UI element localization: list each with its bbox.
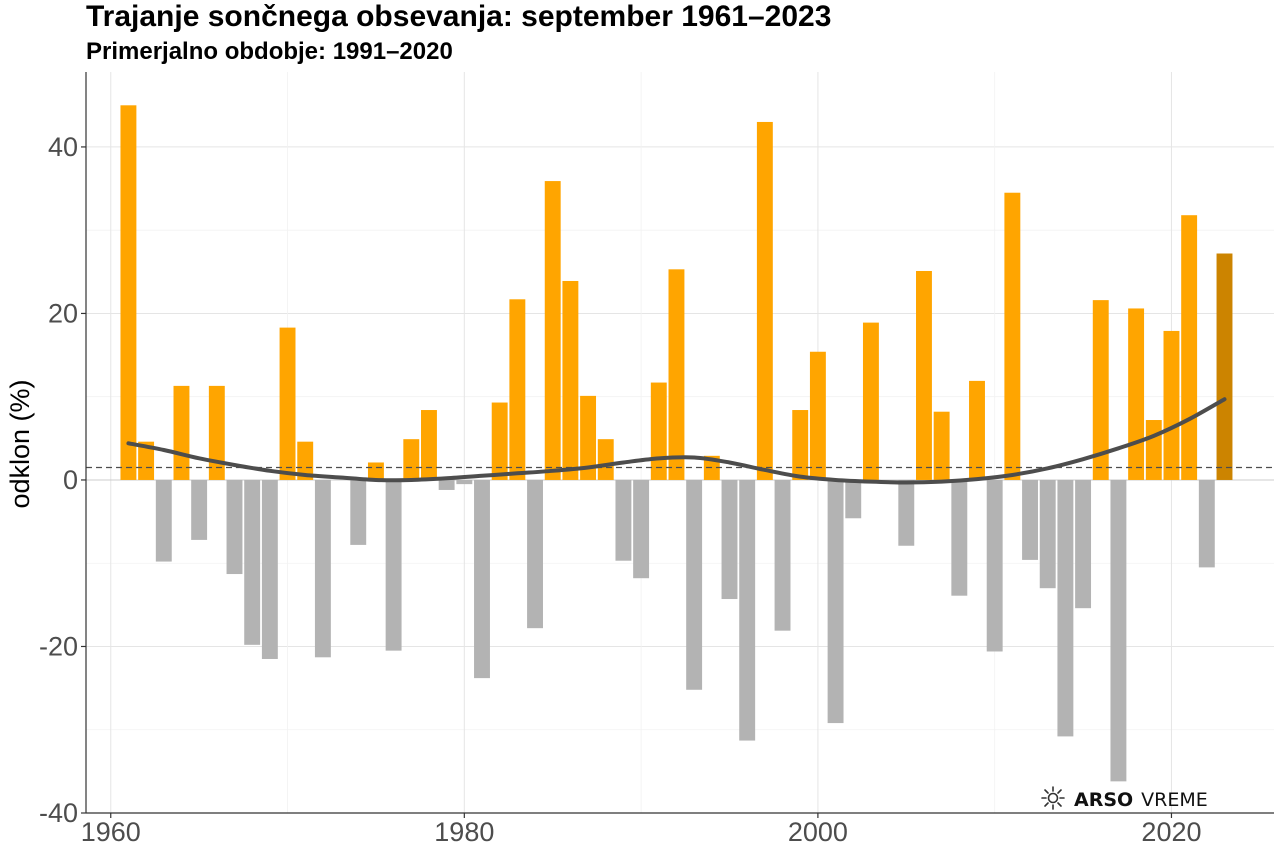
x-tick-label: 1980 bbox=[434, 817, 494, 847]
chart-subtitle: Primerjalno obdobje: 1991–2020 bbox=[86, 38, 453, 65]
bar-1964 bbox=[173, 385, 190, 480]
bar-2000 bbox=[809, 351, 826, 480]
bar-2014 bbox=[1057, 479, 1074, 737]
bar-2010 bbox=[986, 479, 1003, 652]
bar-1974 bbox=[350, 479, 367, 545]
axes bbox=[81, 72, 1274, 818]
y-tick-label: 40 bbox=[48, 132, 78, 162]
chart-title: Trajanje sončnega obsevanja: september 1… bbox=[86, 0, 832, 33]
bar-1991 bbox=[650, 382, 667, 480]
bar-1998 bbox=[774, 479, 791, 631]
bar-2008 bbox=[951, 479, 968, 596]
bar-2007 bbox=[933, 411, 950, 480]
y-tick-label: 0 bbox=[63, 465, 78, 495]
bar-1985 bbox=[544, 181, 561, 480]
bar-1981 bbox=[474, 479, 490, 679]
tick-labels: -40 -20 0 20 40 1960 1980 2000 2020 bbox=[39, 132, 1202, 847]
y-axis-title: odklon (%) bbox=[5, 379, 35, 508]
bar-1980 bbox=[456, 479, 473, 485]
x-tick-label: 1960 bbox=[81, 817, 141, 847]
bar-1982 bbox=[491, 402, 508, 480]
y-tick-label: -40 bbox=[39, 798, 78, 828]
bar-2001 bbox=[827, 479, 844, 724]
x-tick-label: 2000 bbox=[788, 817, 848, 847]
bar-2006 bbox=[916, 270, 932, 480]
bar-2003 bbox=[862, 322, 879, 480]
bar-1977 bbox=[403, 439, 420, 480]
bar-1966 bbox=[208, 385, 225, 480]
bar-2018 bbox=[1128, 308, 1145, 480]
bar-2009 bbox=[969, 380, 985, 480]
bar-1975 bbox=[367, 462, 384, 480]
bar-1976 bbox=[385, 479, 402, 651]
bar-2013 bbox=[1039, 479, 1056, 589]
bar-2021 bbox=[1181, 215, 1198, 480]
y-tick-label: -20 bbox=[39, 631, 78, 661]
bar-1968 bbox=[244, 479, 261, 645]
bar-1993 bbox=[686, 479, 703, 690]
bar-1995 bbox=[721, 479, 738, 600]
bar-1962 bbox=[138, 441, 155, 480]
bar-1984 bbox=[527, 479, 543, 629]
bar-1971 bbox=[297, 441, 314, 480]
bar-2011 bbox=[1004, 192, 1021, 480]
arso-vreme-logo: ARSO VREME bbox=[1040, 785, 1208, 816]
bar-1965 bbox=[191, 479, 208, 540]
bar-1961 bbox=[120, 105, 137, 480]
brand-name-bold: ARSO bbox=[1074, 789, 1134, 811]
bar-1963 bbox=[155, 479, 172, 562]
bar-1990 bbox=[633, 479, 650, 579]
bar-1983 bbox=[509, 299, 526, 480]
bar-2023 bbox=[1216, 253, 1233, 480]
bar-2016 bbox=[1092, 300, 1109, 480]
bar-1972 bbox=[314, 479, 331, 658]
bar-1996 bbox=[739, 479, 756, 741]
brand-name-regular: VREME bbox=[1141, 789, 1208, 811]
bar-1969 bbox=[261, 479, 278, 659]
bar-1987 bbox=[580, 395, 597, 480]
bar-1988 bbox=[597, 439, 614, 480]
bar-2017 bbox=[1110, 479, 1127, 782]
x-tick-label: 2020 bbox=[1141, 817, 1201, 847]
bar-2022 bbox=[1198, 479, 1215, 568]
bar-2005 bbox=[898, 479, 915, 546]
bar-1992 bbox=[668, 269, 685, 480]
bar-1970 bbox=[279, 327, 296, 480]
bar-1967 bbox=[226, 479, 243, 575]
y-tick-label: 20 bbox=[48, 298, 78, 328]
bar-2019 bbox=[1145, 420, 1162, 480]
bar-1989 bbox=[615, 479, 632, 561]
bar-1986 bbox=[562, 280, 579, 480]
bar-2002 bbox=[845, 479, 862, 519]
bar-1979 bbox=[438, 479, 455, 490]
bar-1999 bbox=[792, 410, 809, 480]
bar-1997 bbox=[756, 121, 773, 480]
bar-2012 bbox=[1022, 479, 1038, 560]
bar-1978 bbox=[421, 410, 437, 480]
sun-cloud-icon bbox=[1040, 785, 1066, 816]
trend-layer bbox=[86, 397, 1274, 485]
bars bbox=[120, 105, 1233, 782]
bar-2020 bbox=[1163, 330, 1180, 480]
bar-2015 bbox=[1075, 479, 1092, 609]
trend-line bbox=[126, 397, 1227, 485]
